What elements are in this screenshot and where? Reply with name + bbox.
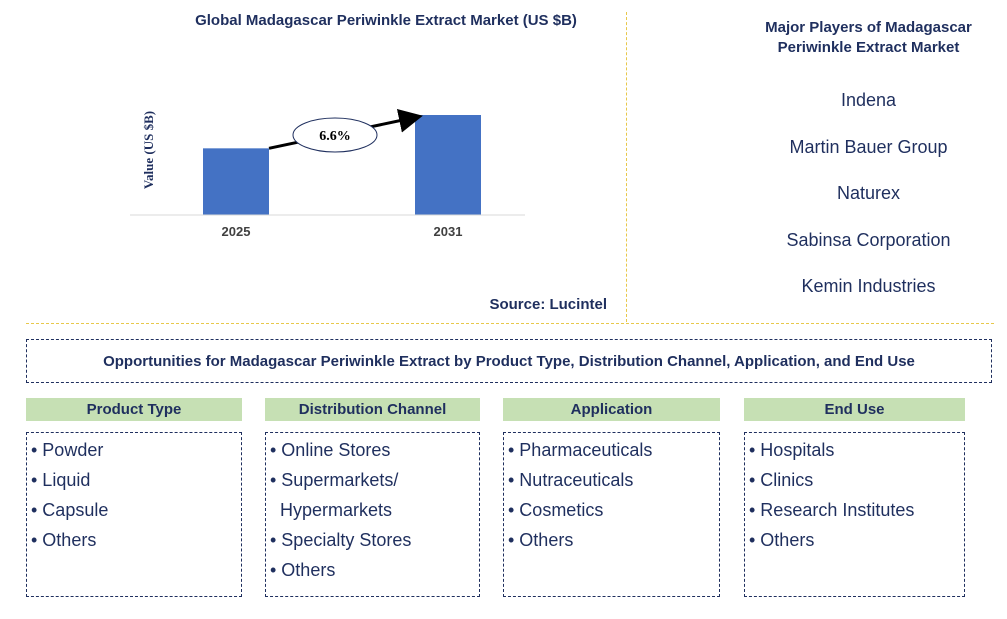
x-tick-label: 2031 <box>434 224 463 239</box>
list-item: • Liquid <box>31 470 91 490</box>
list-item: • Pharmaceuticals <box>508 440 653 460</box>
players-title: Major Players of Madagascar Periwinkle E… <box>765 19 972 56</box>
chart-title: Global Madagascar Periwinkle Extract Mar… <box>195 12 577 29</box>
horizontal-divider <box>26 323 994 324</box>
list-item: • Capsule <box>31 500 109 520</box>
segment-list-product-type: • Powder • Liquid • Capsule • Others <box>26 432 242 597</box>
players-list: Indena Martin Bauer Group Naturex Sabins… <box>740 88 997 321</box>
player-item: Kemin Industries <box>801 276 936 296</box>
segment-header-end-use: End Use <box>744 398 965 421</box>
segment-list-end-use: • Hospitals • Clinics • Research Institu… <box>744 432 965 597</box>
player-item: Naturex <box>836 183 901 203</box>
player-item: Martin Bauer Group <box>789 136 948 157</box>
segment-list-application: • Pharmaceuticals • Nutraceuticals • Cos… <box>503 432 720 597</box>
list-item: • Clinics <box>749 470 814 490</box>
y-axis-label: Value (US $B) <box>141 111 156 189</box>
list-item: • Others <box>31 530 97 550</box>
opportunities-title: Opportunities for Madagascar Periwinkle … <box>103 352 915 370</box>
list-item: • Online Stores <box>270 440 391 460</box>
list-item: • Others <box>270 560 336 580</box>
list-item: Hypermarkets <box>280 500 393 520</box>
growth-label: 6.6% <box>319 129 351 144</box>
player-item: Indena <box>840 90 897 110</box>
growth-ellipse <box>292 117 378 153</box>
segment-header-distribution-channel: Distribution Channel <box>265 398 480 421</box>
bar-chart: 2025 2031 Value (US $B) 6.6% <box>130 108 525 239</box>
list-item: • Specialty Stores <box>270 530 412 550</box>
bar-2031 <box>415 115 481 215</box>
segment-list-distribution-channel: • Online Stores • Supermarkets/ Hypermar… <box>265 432 480 597</box>
list-item: • Others <box>749 530 815 550</box>
bar-2025 <box>203 148 269 215</box>
player-item: Sabinsa Corporation <box>786 229 951 250</box>
list-item: • Research Institutes <box>749 500 915 520</box>
vertical-divider <box>626 12 627 322</box>
x-tick-label: 2025 <box>222 224 251 239</box>
list-item: • Cosmetics <box>508 500 604 520</box>
list-item: • Powder <box>31 440 104 460</box>
list-item: • Supermarkets/ <box>270 470 399 490</box>
source-label: Source: Lucintel <box>489 296 607 313</box>
segment-header-product-type: Product Type <box>26 398 242 421</box>
list-item: • Hospitals <box>749 440 835 460</box>
list-item: • Nutraceuticals <box>508 470 634 490</box>
list-item: • Others <box>508 530 574 550</box>
opportunities-banner: Opportunities for Madagascar Periwinkle … <box>26 339 992 383</box>
segment-header-application: Application <box>503 398 720 421</box>
